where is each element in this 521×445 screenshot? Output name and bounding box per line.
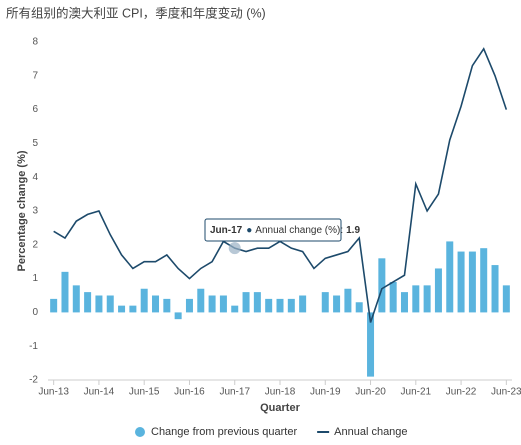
legend-label: Annual change [334,426,407,438]
x-tick-label: Jun-21 [401,387,432,398]
bar [355,302,363,313]
bar [321,292,329,313]
y-axis-title: Percentage change (%) [16,150,28,271]
y-tick-label: 7 [32,70,38,81]
x-tick-label: Jun-16 [174,387,205,398]
legend-label: Change from previous quarter [151,426,297,438]
bar [457,251,465,313]
bar [502,285,510,313]
bar [287,298,295,313]
bar [253,292,261,313]
y-tick-label: 6 [32,104,38,115]
bar [118,305,126,313]
tooltip-text: Jun-17 ● Annual change (%): 1.9 [210,225,360,236]
tooltip-category: Jun-17 [210,225,243,236]
bar [197,288,205,313]
x-tick-label: Jun-20 [355,387,386,398]
bar [84,292,92,313]
y-tick-label: -1 [29,341,38,352]
bar [400,292,408,313]
y-tick-label: 0 [32,307,38,318]
bar [434,268,442,313]
bar [276,298,284,313]
chart-title: 所有组别的澳大利亚 CPI，季度和年度变动 (%) [6,5,266,20]
bar [72,285,80,313]
bar [242,292,250,313]
hover-point [228,242,241,255]
y-tick-label: 3 [32,206,38,217]
bar [231,305,239,313]
x-tick-label: Jun-23 [491,387,521,398]
bar [446,241,454,313]
bar [185,298,193,313]
bar [61,271,69,313]
bar [152,295,160,313]
x-tick-label: Jun-17 [219,387,250,398]
bar [140,288,148,313]
bar [265,298,273,313]
y-tick-label: 4 [32,172,38,183]
x-tick-label: Jun-13 [38,387,69,398]
bar [299,295,307,313]
bar [367,312,375,377]
y-tick-label: 5 [32,138,38,149]
bar [412,285,420,313]
tooltip-dot: ● [246,225,252,236]
bar [468,251,476,313]
tooltip-value: 1.9 [346,225,360,236]
legend-swatch [135,427,145,437]
bar [344,288,352,313]
x-axis-title: Quarter [260,402,300,414]
bar [378,258,386,313]
bar [480,248,488,313]
x-tick-label: Jun-22 [446,387,477,398]
y-tick-label: 2 [32,239,38,250]
bar [129,305,137,313]
x-tick-label: Jun-18 [265,387,296,398]
x-tick-label: Jun-19 [310,387,341,398]
bar [174,312,182,320]
bar [50,298,58,313]
bar [219,295,227,313]
tooltip-label: Annual change (%): [255,225,343,236]
bar [333,295,341,313]
y-tick-label: 1 [32,273,38,284]
bar [95,295,103,313]
tooltip-box [204,218,342,242]
bar [163,298,171,313]
y-tick-label: 8 [32,37,38,48]
bar [491,265,499,313]
bar [389,281,397,313]
bar [106,295,114,313]
x-tick-label: Jun-15 [129,387,160,398]
y-tick-label: -2 [29,375,38,386]
bar [208,295,216,313]
bar [423,285,431,313]
x-tick-label: Jun-14 [84,387,115,398]
